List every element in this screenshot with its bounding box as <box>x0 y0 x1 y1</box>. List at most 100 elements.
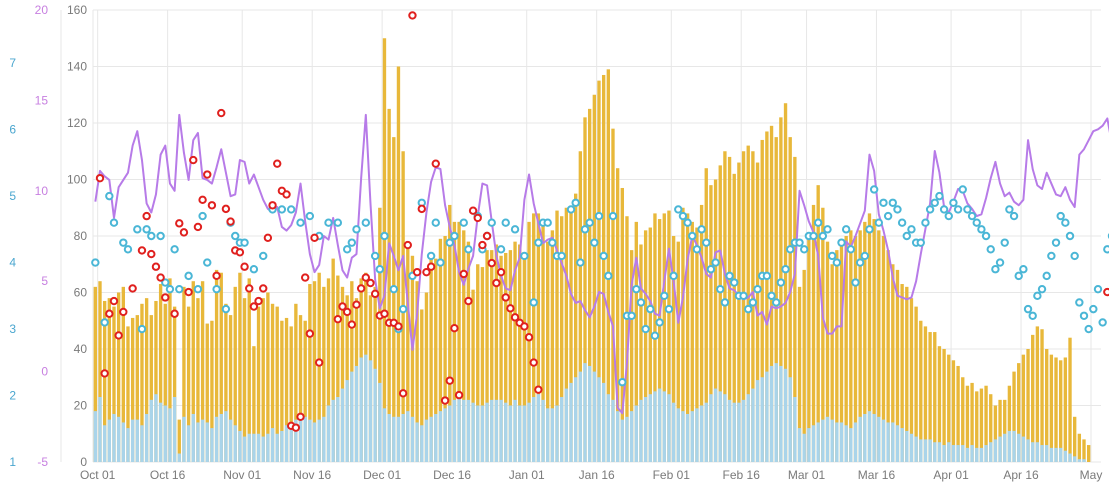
gold-bar <box>690 221 694 462</box>
gold-bar <box>741 151 746 462</box>
red-marker <box>338 302 347 311</box>
gold-bar <box>569 207 573 462</box>
x-tick-label: Nov 01 <box>223 468 261 482</box>
cyan-marker <box>231 231 240 241</box>
gold-bar <box>107 298 112 462</box>
gold-bar <box>984 385 988 462</box>
left-blue-axis: 1 2 3 4 5 6 7 <box>9 56 16 469</box>
gold-bar <box>210 320 214 462</box>
gold-bar <box>937 346 942 462</box>
gold-bar <box>331 258 335 462</box>
blue-bar <box>690 411 694 462</box>
gold-bar <box>905 286 909 462</box>
red-marker <box>426 262 436 271</box>
blue-bar <box>102 425 107 462</box>
y-tick-label-purple: 0 <box>41 365 48 379</box>
gold-bar <box>158 284 163 462</box>
red-marker <box>235 248 245 257</box>
gold-bar <box>476 264 480 462</box>
blue-bar <box>681 411 685 462</box>
cyan-marker <box>991 265 1000 274</box>
blue-bar <box>177 453 181 462</box>
gold-bar <box>727 156 732 462</box>
gold-bar <box>154 300 158 462</box>
cyan-marker <box>347 238 357 247</box>
red-marker <box>142 211 151 221</box>
cyan-marker <box>902 231 911 241</box>
cyan-marker <box>361 218 371 227</box>
blue-bar <box>560 397 564 462</box>
gold-bar <box>877 230 881 462</box>
cyan-marker <box>534 238 543 247</box>
gold-bar <box>993 405 998 462</box>
red-marker <box>450 324 459 333</box>
gold-bar <box>839 241 844 462</box>
gold-bar <box>704 168 708 462</box>
cyan-marker <box>100 318 109 327</box>
red-marker <box>161 293 170 302</box>
gold-bar <box>434 258 438 462</box>
gold-bar <box>294 303 298 462</box>
gold-bar <box>1072 416 1077 462</box>
red-marker <box>193 222 203 232</box>
cyan-marker <box>277 205 287 214</box>
blue-bar <box>648 394 652 462</box>
gold-bar <box>849 230 853 462</box>
cyan-marker <box>762 271 772 281</box>
y-tick-label-blue: 4 <box>9 256 16 270</box>
blue-bar <box>140 425 144 462</box>
cyan-marker <box>767 291 776 301</box>
gold-bar <box>573 193 578 462</box>
blue-bar <box>676 408 680 462</box>
cyan-marker <box>636 298 646 307</box>
gold-bar <box>615 168 620 462</box>
cyan-marker <box>688 231 697 241</box>
cyan-marker <box>846 245 856 254</box>
cyan-marker <box>1009 211 1019 221</box>
gold-bar <box>667 210 671 462</box>
red-marker <box>417 204 426 214</box>
cyan-marker <box>464 245 473 254</box>
red-marker <box>273 159 282 168</box>
blue-bar <box>816 422 820 462</box>
gold-bar <box>1059 360 1063 462</box>
x-axis: Oct 01 Oct 16 Nov 01 Nov 16 Dec 01 Dec 16 Jan … <box>80 468 1102 482</box>
red-marker <box>175 219 184 228</box>
x-tick-label: Dec 01 <box>363 468 401 482</box>
cyan-marker <box>869 185 879 194</box>
gold-bar <box>863 221 867 462</box>
blue-bar <box>662 391 666 462</box>
gold-bar <box>835 250 839 462</box>
cyan-marker <box>510 225 520 234</box>
blue-bar <box>1063 450 1068 462</box>
gold-bar <box>867 213 872 462</box>
red-marker <box>412 267 422 277</box>
blue-bar <box>718 391 722 462</box>
red-marker <box>291 423 301 432</box>
blue-bar <box>508 405 513 462</box>
blue-bar <box>270 428 275 462</box>
blue-bar <box>298 419 303 462</box>
blue-bar <box>639 399 643 462</box>
blue-bar <box>396 416 401 462</box>
gold-bar <box>578 151 583 462</box>
gold-bar <box>807 236 811 462</box>
gold-bar <box>303 320 307 462</box>
cyan-marker <box>156 231 165 241</box>
x-tick-label: Apr 16 <box>1003 468 1039 482</box>
cyan-marker <box>827 251 837 261</box>
cyan-marker <box>660 291 669 301</box>
cyan-marker <box>165 284 175 294</box>
blue-bar <box>452 399 457 462</box>
blue-bar <box>172 397 177 462</box>
cyan-marker <box>1070 251 1079 261</box>
blue-bar <box>1026 439 1030 462</box>
blue-bar <box>1068 453 1072 462</box>
gold-bar <box>639 244 643 462</box>
cyan-marker <box>580 225 590 234</box>
blue-bar <box>909 433 914 462</box>
blue-bar <box>532 397 536 462</box>
gold-bar <box>93 286 98 462</box>
gold-bar <box>1077 433 1082 462</box>
blue-bar <box>518 405 522 462</box>
